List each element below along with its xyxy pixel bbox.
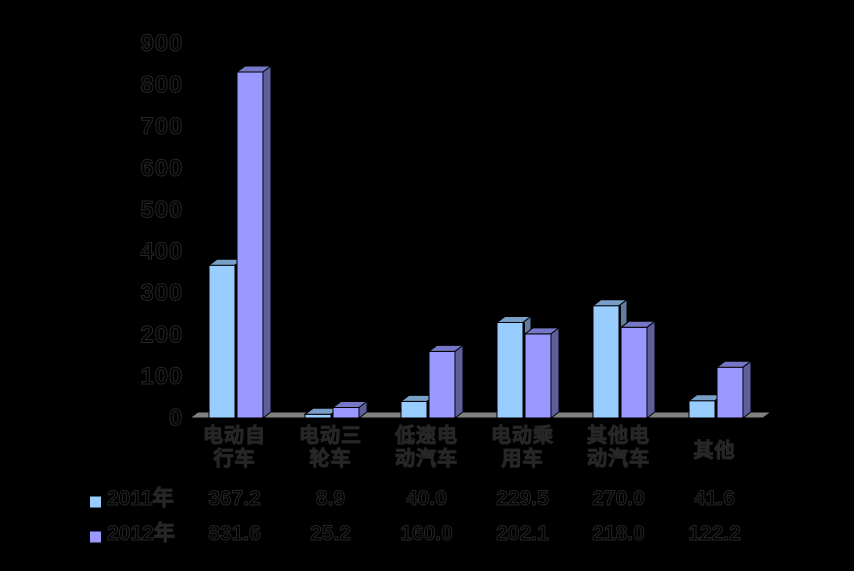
svg-text:动汽车: 动汽车: [587, 446, 650, 470]
svg-text:轮车: 轮车: [310, 446, 352, 470]
svg-text:其他电: 其他电: [587, 423, 650, 447]
svg-text:500: 500: [141, 196, 183, 223]
svg-text:122.2: 122.2: [688, 522, 741, 545]
svg-text:电动三: 电动三: [299, 424, 362, 447]
svg-text:700: 700: [141, 113, 183, 140]
svg-text:400: 400: [141, 238, 183, 265]
svg-text:用车: 用车: [502, 446, 544, 470]
svg-text:低速电: 低速电: [394, 423, 458, 447]
svg-text:25.2: 25.2: [310, 522, 351, 545]
svg-text:41.6: 41.6: [694, 487, 735, 510]
svg-text:367.2: 367.2: [208, 487, 261, 510]
svg-text:200: 200: [141, 321, 183, 348]
svg-text:218.0: 218.0: [592, 522, 645, 545]
svg-text:0: 0: [169, 405, 183, 432]
svg-text:800: 800: [141, 72, 183, 99]
svg-text:8.9: 8.9: [316, 487, 345, 510]
svg-text:2012年: 2012年: [107, 521, 175, 545]
svg-text:202.1: 202.1: [496, 522, 549, 545]
svg-text:831.6: 831.6: [208, 522, 261, 545]
svg-text:900: 900: [141, 30, 183, 57]
svg-text:电动乘: 电动乘: [491, 424, 554, 447]
svg-text:100: 100: [141, 363, 183, 390]
svg-text:其他: 其他: [694, 438, 736, 462]
svg-text:40.0: 40.0: [406, 487, 447, 510]
svg-text:行车: 行车: [213, 446, 256, 470]
svg-text:160.0: 160.0: [400, 522, 453, 545]
svg-text:2011年: 2011年: [107, 486, 174, 510]
svg-text:229.5: 229.5: [496, 487, 549, 510]
svg-text:300: 300: [141, 280, 183, 307]
svg-text:270.0: 270.0: [592, 487, 645, 510]
svg-text:电动自: 电动自: [203, 423, 266, 447]
svg-text:600: 600: [141, 155, 183, 182]
svg-text:动汽车: 动汽车: [395, 446, 458, 470]
